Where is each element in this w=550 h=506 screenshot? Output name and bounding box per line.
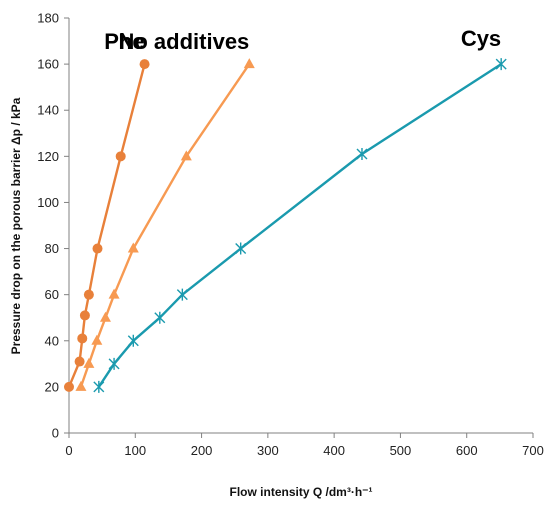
x-axis-label: Flow intensity Q /dm³·h⁻¹: [230, 485, 373, 499]
data-point: [108, 288, 120, 299]
x-tick-label: 500: [390, 443, 412, 458]
y-tick-label: 20: [45, 379, 59, 394]
x-tick-label: 700: [522, 443, 544, 458]
y-tick-label: 160: [37, 57, 59, 72]
x-tick-label: 200: [191, 443, 213, 458]
x-tick-label: 0: [65, 443, 72, 458]
x-tick-label: 100: [124, 443, 146, 458]
y-tick-label: 140: [37, 103, 59, 118]
y-tick-label: 80: [45, 241, 59, 256]
series-no-additives: [75, 58, 255, 391]
x-tick-label: 300: [257, 443, 279, 458]
y-tick-label: 40: [45, 333, 59, 348]
series-layer: [64, 58, 507, 393]
data-point: [180, 150, 192, 161]
y-axis-label: Pressure drop on the porous barrier Δp /…: [9, 97, 23, 354]
series-label-cys: Cys: [461, 26, 501, 51]
y-tick-label: 180: [37, 11, 59, 26]
data-point: [91, 334, 103, 345]
data-point: [154, 311, 166, 324]
x-tick-label: 400: [323, 443, 345, 458]
data-point: [99, 311, 111, 322]
data-point: [108, 357, 120, 370]
data-point: [495, 58, 507, 71]
series-label-no-additives: No additives: [118, 29, 249, 54]
y-tick-label: 0: [52, 426, 59, 441]
data-point: [176, 288, 188, 301]
data-point: [83, 289, 94, 300]
y-tick-label: 120: [37, 149, 59, 164]
data-point: [139, 59, 150, 70]
axes: 0 20 40 60 80 100 120 140 160 180 0 100 200 300 400 500…: [37, 11, 544, 459]
data-point: [74, 356, 85, 367]
data-point: [79, 310, 90, 321]
y-tick-label: 100: [37, 195, 59, 210]
data-point: [92, 243, 103, 254]
series-line-no-additives: [79, 63, 251, 388]
series-phe: [64, 59, 150, 392]
data-point: [75, 380, 87, 391]
data-point: [235, 242, 247, 255]
data-point: [93, 380, 105, 393]
series-line-cys: [97, 63, 502, 388]
data-point: [127, 334, 139, 347]
series-label-phe: Phe: [104, 29, 144, 54]
data-point: [127, 242, 139, 253]
x-tick-label: 600: [456, 443, 478, 458]
data-point: [356, 148, 368, 161]
series-cys: [93, 58, 507, 393]
data-point: [83, 357, 95, 368]
y-tick-label: 60: [45, 287, 59, 302]
data-point: [77, 333, 88, 344]
data-point: [243, 58, 255, 69]
data-point: [115, 151, 126, 162]
data-point: [64, 381, 74, 392]
